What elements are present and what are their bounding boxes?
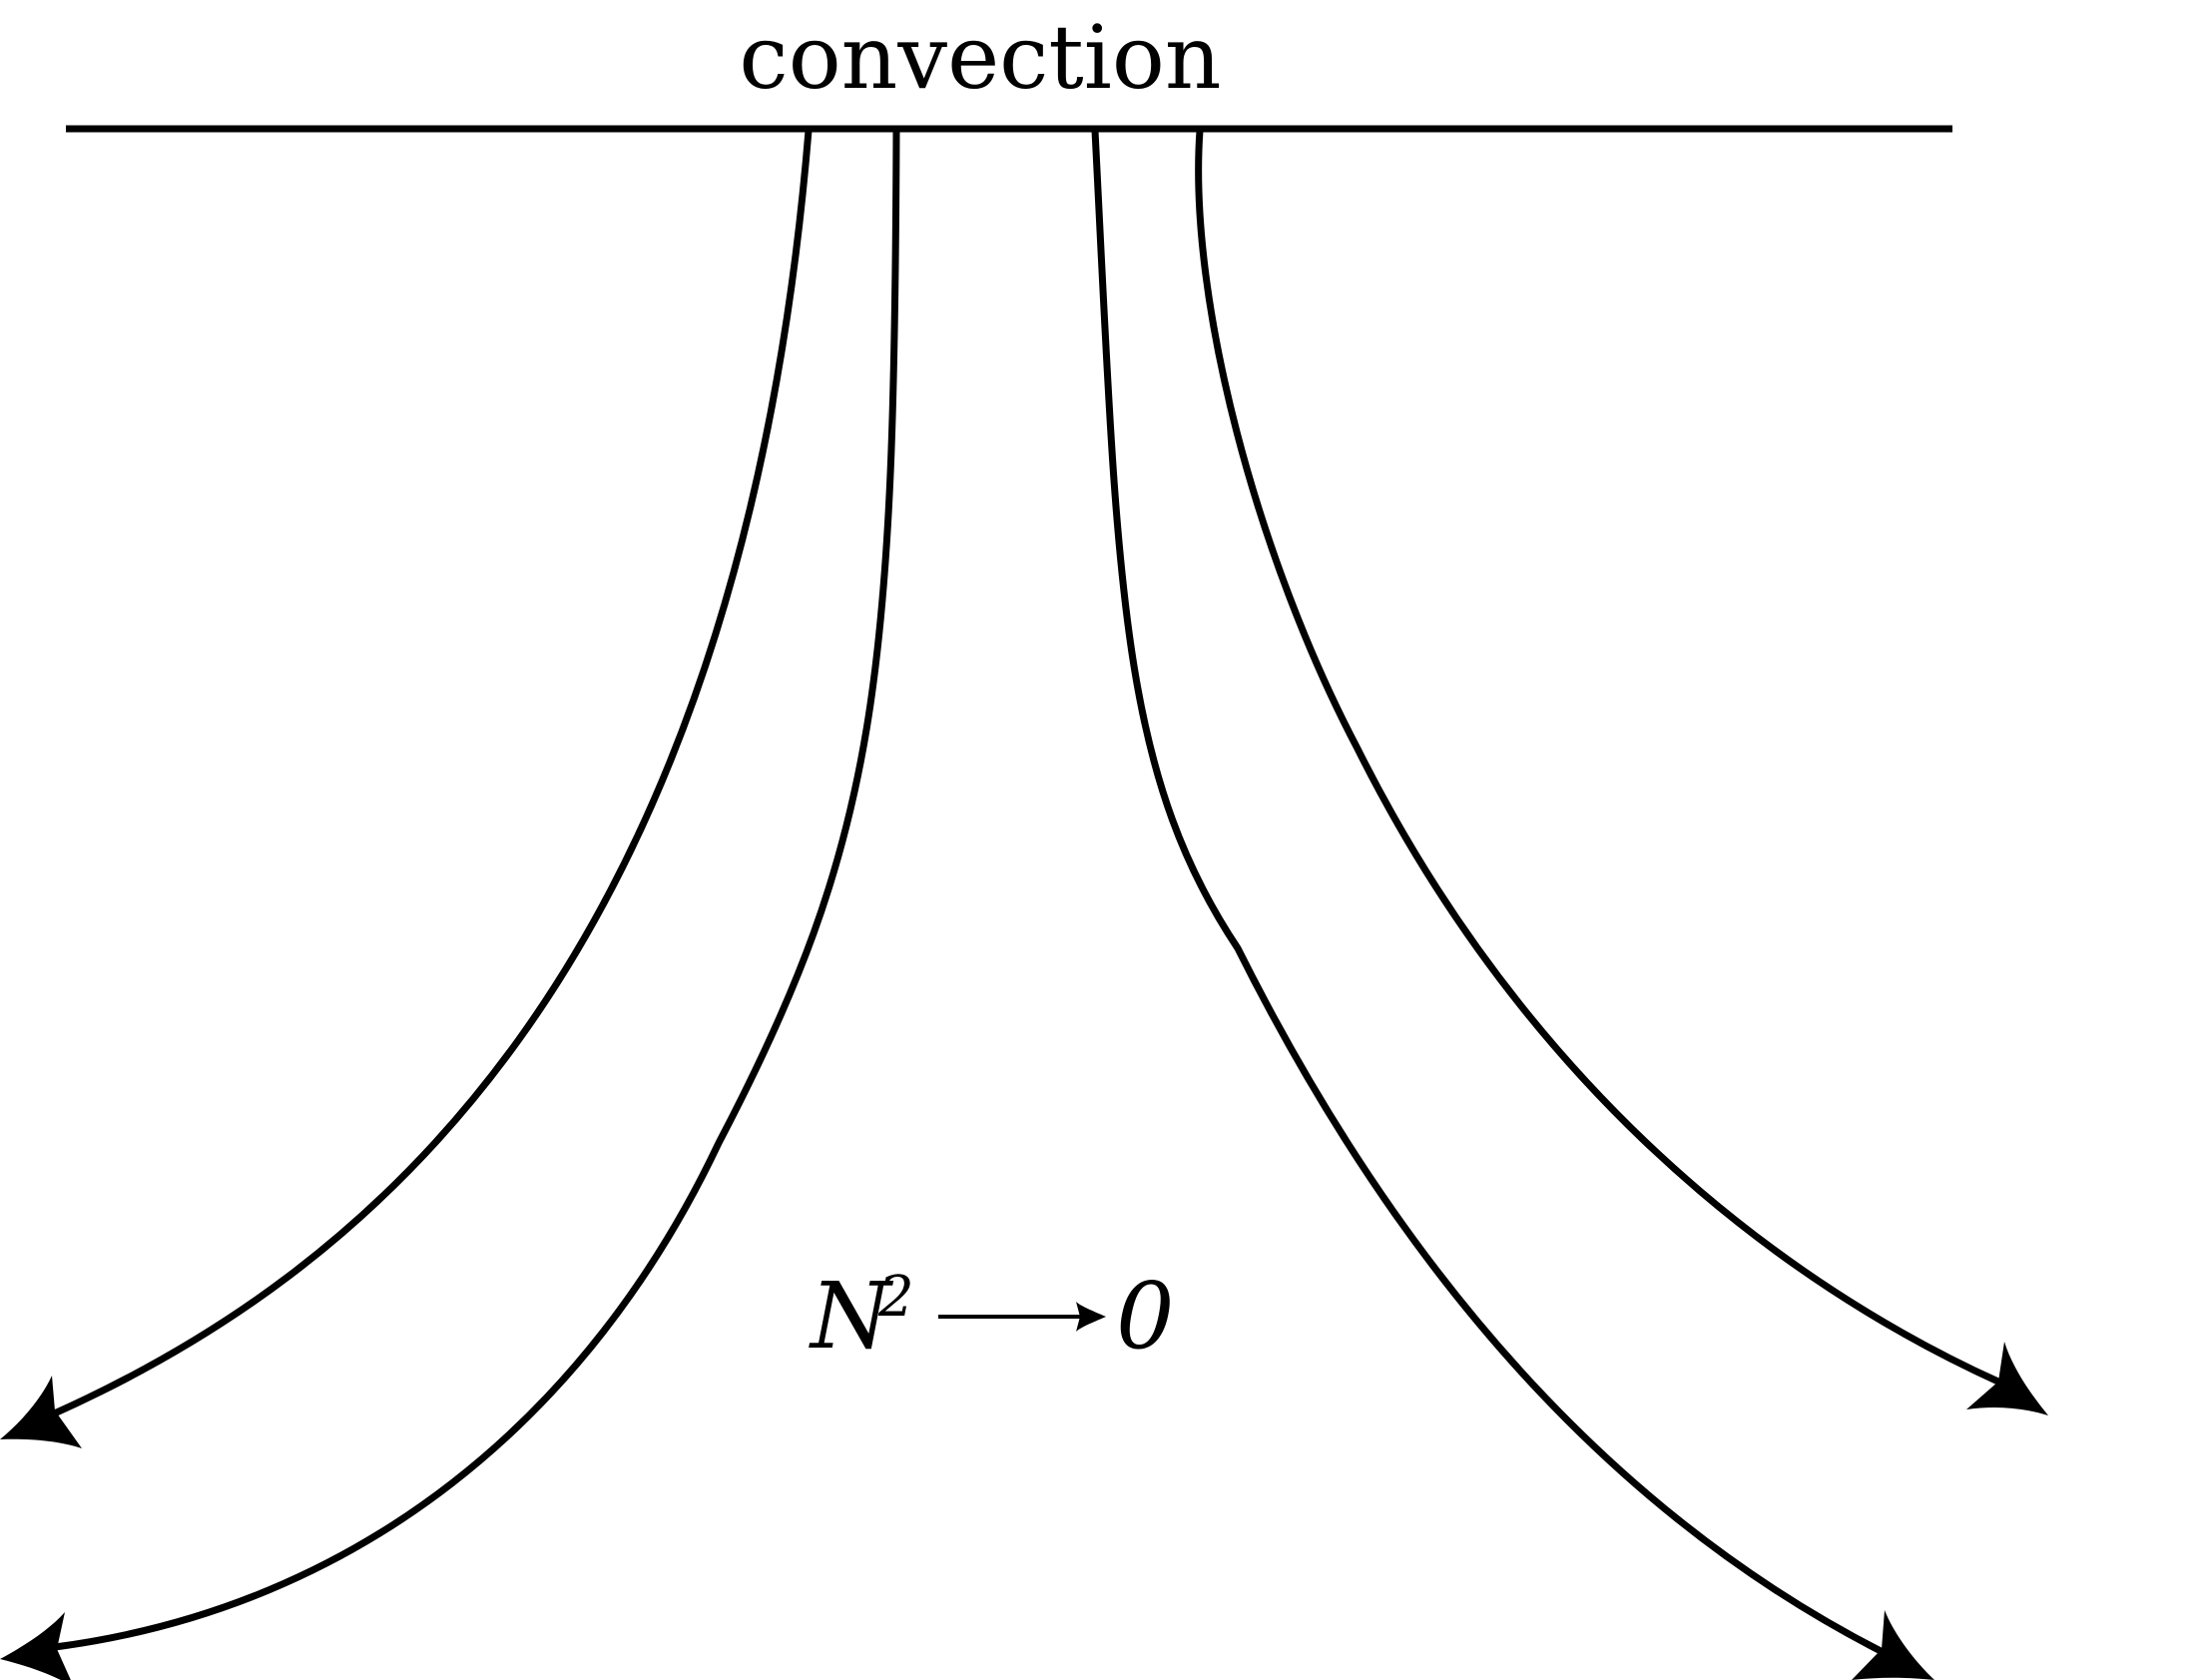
outer-right-arrowhead [1966, 1342, 2048, 1415]
outer-left-flow-line [48, 130, 813, 1419]
convection-label: convection [739, 6, 1221, 109]
outer-right-flow-line [1195, 130, 2002, 1387]
formula-limit: 0 [1116, 1263, 1175, 1370]
formula-variable: N [809, 1263, 894, 1370]
formula-arrowhead [1076, 1302, 1106, 1332]
formula-superscript: 2 [877, 1265, 914, 1330]
inner-right-arrowhead [1852, 1610, 1934, 1680]
inner-right-flow-line [1091, 130, 1887, 1657]
outer-left-arrowhead [0, 1376, 82, 1448]
inner-left-arrowhead [0, 1612, 71, 1680]
inner-left-flow-line [54, 130, 900, 1651]
